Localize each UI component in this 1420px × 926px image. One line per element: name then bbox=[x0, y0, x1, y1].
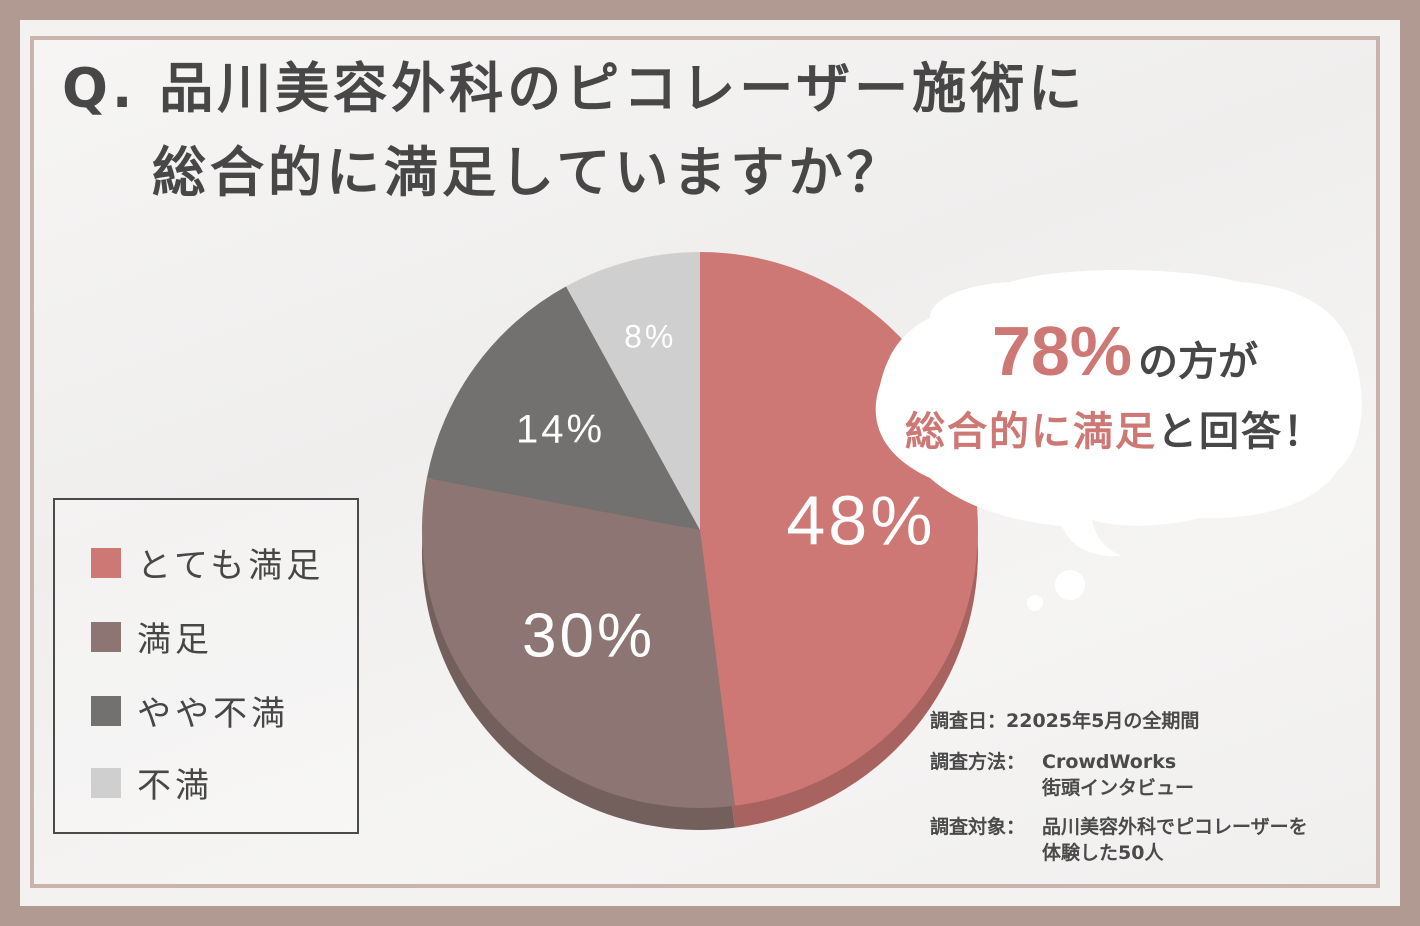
survey-date: 調査日：22025年5月の全期間 bbox=[930, 708, 1199, 734]
pie-slice-dissatisfied bbox=[566, 252, 700, 530]
survey-method-value2: 街頭インタビュー bbox=[1042, 777, 1195, 799]
survey-date-value: 22025年5月の全期間 bbox=[1006, 710, 1200, 732]
survey-target-label: 調査対象： bbox=[930, 816, 1026, 838]
pie-label-very-satisfied: 48% bbox=[786, 481, 935, 559]
legend-label-very-satisfied: とても満足 bbox=[137, 546, 325, 586]
speech-bubble: 78% の方が 総合的に満足と回答！ bbox=[875, 270, 1362, 611]
survey-method-value1: CrowdWorks bbox=[1042, 751, 1177, 773]
chart-title-line2: 総合的に満足していますか？ bbox=[152, 141, 905, 204]
pie-label-dissatisfied: 8% bbox=[624, 318, 676, 354]
chart-legend: とても満足 満足 やや不満 不満 bbox=[53, 498, 359, 834]
survey-method: 調査方法： CrowdWorks 街頭インタビュー bbox=[930, 749, 1194, 801]
bubble-line1: 78% の方が bbox=[992, 312, 1258, 390]
pie-slice-somewhat-dissatisfied bbox=[426, 286, 700, 530]
survey-date-label: 調査日： bbox=[930, 710, 1007, 732]
legend-label-dissatisfied: 不満 bbox=[137, 766, 213, 806]
pie-slices bbox=[422, 252, 979, 808]
legend-item-somewhat-dissatisfied: やや不満 bbox=[91, 686, 289, 735]
survey-target-value1: 品川美容外科でピコレーザーを bbox=[1042, 816, 1308, 838]
bubble-highlight-percent: 78% bbox=[992, 312, 1132, 390]
legend-label-satisfied: 満足 bbox=[137, 620, 213, 660]
pie-label-somewhat-dissatisfied: 14% bbox=[516, 408, 605, 452]
pie-slice-satisfied bbox=[422, 477, 735, 808]
survey-target-value2: 体験した50人 bbox=[1042, 842, 1164, 864]
bubble-dot-small bbox=[1027, 595, 1043, 611]
chart-title-line1: Q. 品川美容外科のピコレーザー施術に bbox=[62, 57, 1087, 120]
legend-item-dissatisfied: 不満 bbox=[91, 758, 213, 807]
survey-method-label: 調査方法： bbox=[930, 751, 1026, 773]
bubble-line2: 総合的に満足と回答！ bbox=[905, 409, 1325, 455]
legend-swatch-satisfied bbox=[91, 621, 121, 652]
legend-swatch-dissatisfied bbox=[91, 767, 121, 798]
bubble-dot-large bbox=[1055, 570, 1085, 600]
pie-label-satisfied: 30% bbox=[522, 601, 655, 670]
legend-swatch-somewhat-dissatisfied bbox=[91, 695, 121, 726]
survey-target: 調査対象： 品川美容外科でピコレーザーを 体験した50人 bbox=[930, 814, 1308, 866]
legend-item-very-satisfied: とても満足 bbox=[91, 538, 324, 587]
legend-swatch-very-satisfied bbox=[91, 547, 121, 578]
bubble-line2-highlight: 総合的に満足 bbox=[905, 409, 1157, 455]
speech-bubble-shape bbox=[875, 270, 1362, 557]
legend-label-somewhat-dissatisfied: やや不満 bbox=[137, 694, 289, 734]
bubble-line1-rest: の方が bbox=[1138, 340, 1258, 384]
bubble-line2-rest: と回答！ bbox=[1157, 409, 1325, 455]
legend-item-satisfied: 満足 bbox=[91, 612, 213, 661]
pie-labels: 48% 30% 14% 8% bbox=[516, 318, 935, 670]
